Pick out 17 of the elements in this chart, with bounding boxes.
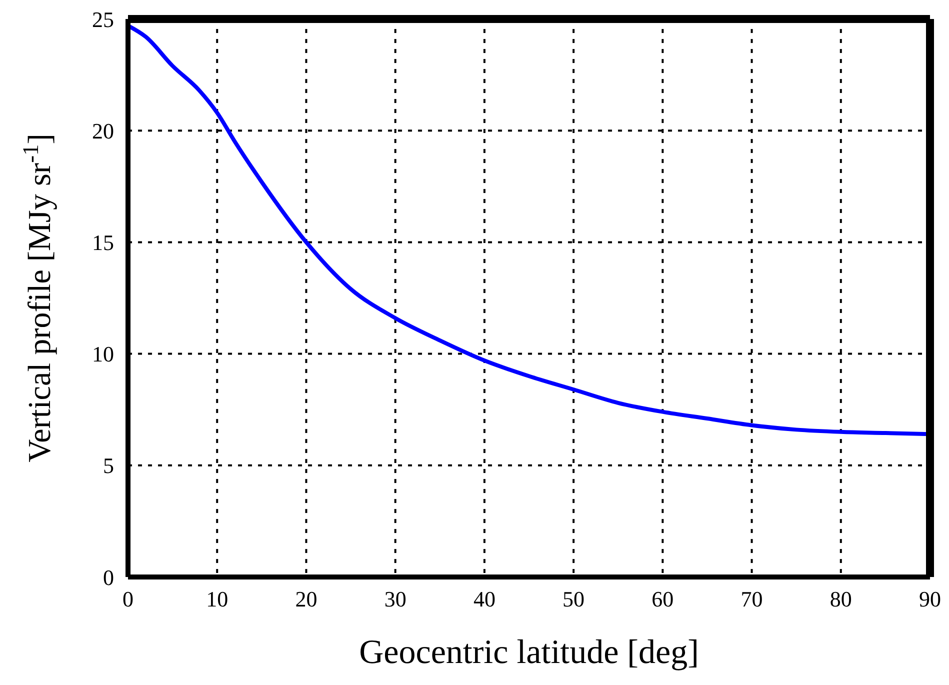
y-tick-label: 15 [92, 230, 114, 256]
y-tick-label: 5 [103, 453, 114, 478]
x-tick-label: 30 [384, 586, 406, 612]
x-tick-label: 0 [122, 586, 134, 612]
y-tick-label: 0 [103, 564, 114, 590]
x-tick-label: 70 [740, 586, 763, 612]
x-tick-label: 80 [830, 586, 852, 612]
x-tick-label: 60 [652, 586, 674, 612]
y-tick-label: 20 [92, 118, 114, 144]
x-tick-label: 50 [562, 586, 585, 612]
y-tick-label: 25 [92, 6, 114, 32]
x-axis-title: Geocentric latitude [deg] [359, 634, 699, 672]
x-tick-label: 20 [295, 586, 318, 612]
y-tick-label: 10 [92, 342, 114, 367]
x-tick-label: 40 [473, 586, 496, 612]
x-tick-label: 10 [206, 586, 228, 612]
x-tick-label: 90 [919, 586, 941, 612]
